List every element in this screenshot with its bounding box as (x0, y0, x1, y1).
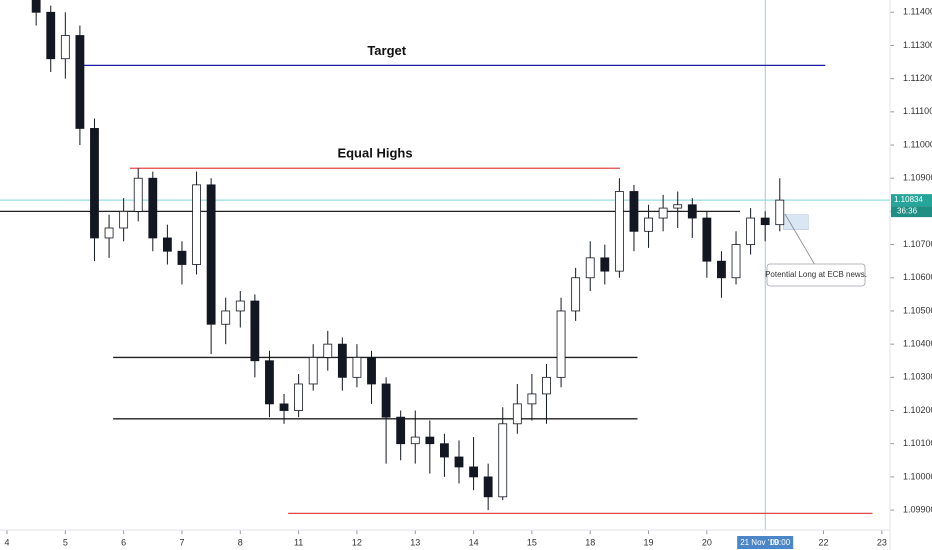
y-tick-label: 1.10500 (903, 305, 932, 315)
candle-body (162, 237, 172, 252)
crosshair-box (737, 536, 794, 549)
candle-body (192, 184, 201, 265)
candle-body (46, 11, 56, 60)
level-label: Target (367, 43, 406, 58)
candle-body (498, 423, 508, 498)
y-tick-label: 1.10600 (903, 272, 932, 282)
candle-body (308, 357, 318, 385)
x-tick-label: 6 (121, 537, 126, 547)
candle-body (600, 257, 610, 272)
x-tick-label: 13 (410, 537, 420, 547)
x-tick-label: 7 (179, 537, 184, 547)
x-tick-label: 19 (644, 537, 654, 547)
candle-body (527, 393, 537, 405)
candle-body (90, 128, 99, 239)
candle-body (337, 343, 347, 378)
candle-body (367, 357, 376, 385)
candle-body (294, 383, 304, 411)
y-tick-label: 1.10000 (903, 471, 932, 481)
y-tick-label: 1.09900 (903, 504, 932, 514)
candle-body (133, 177, 143, 212)
candle-body (702, 217, 712, 262)
candle-body (483, 476, 493, 498)
crosshair-time: 00:00 (770, 538, 791, 547)
candle-body (469, 466, 478, 478)
x-tick-label: 23 (877, 537, 887, 547)
x-tick-label: 8 (238, 537, 243, 547)
candle-body (746, 217, 756, 245)
candle-body (75, 35, 85, 129)
candle-body (687, 204, 697, 219)
x-tick-label: 20 (702, 537, 712, 547)
candle-body (644, 217, 653, 232)
last-price-box (891, 194, 932, 207)
candle-body (658, 207, 668, 219)
y-tick-label: 1.11300 (903, 40, 932, 50)
candle-body (512, 403, 522, 425)
x-tick-label: 15 (527, 537, 537, 547)
last-price-label: 1.10834 (894, 195, 923, 204)
y-tick-label: 1.11400 (903, 7, 932, 17)
x-tick-label: 11 (294, 537, 303, 547)
candle-body (177, 250, 187, 265)
candle-body (425, 436, 435, 445)
candle-body (614, 191, 624, 272)
y-tick-label: 1.11200 (903, 73, 932, 83)
candle-body (119, 211, 129, 229)
x-tick-label: 5 (63, 537, 68, 547)
level-label: Equal Highs (337, 146, 412, 161)
annotation: Potential Long at ECB news. (765, 270, 867, 279)
candle-body (206, 184, 216, 325)
candle-body (250, 300, 260, 362)
candle-body (673, 204, 683, 209)
candle-body (279, 403, 289, 411)
y-tick-label: 1.11100 (903, 106, 932, 116)
x-tick-label: 4 (4, 537, 9, 547)
y-tick-label: 1.10400 (903, 339, 932, 349)
candle-body (629, 191, 639, 232)
candle-body (440, 443, 449, 458)
candle-body (556, 310, 566, 378)
candle-body (104, 227, 114, 239)
candle-body (731, 244, 741, 279)
candle-body (396, 416, 406, 445)
candle-body (410, 436, 420, 445)
candle-body (60, 35, 70, 60)
candle-body (148, 177, 158, 239)
candle-body (352, 357, 362, 378)
annotation-box (766, 263, 866, 287)
crosshair-date: 21 Nov '19 (740, 538, 779, 547)
countdown: 36:36 (897, 207, 918, 216)
candle-body (235, 300, 245, 312)
y-tick-label: 1.10300 (903, 372, 932, 382)
candle-body (717, 260, 726, 279)
candle-body (454, 456, 464, 468)
countdown-box (891, 206, 932, 218)
x-tick-label: 18 (585, 537, 595, 547)
candle-body (31, 0, 41, 13)
candle-body (381, 383, 391, 418)
x-tick-label: 14 (469, 537, 479, 547)
candle-body (760, 217, 770, 226)
candle-body (265, 360, 274, 405)
y-tick-label: 1.11000 (903, 139, 932, 149)
candle-body (221, 310, 231, 325)
callout-line (784, 213, 816, 266)
y-tick-label: 1.10200 (903, 405, 932, 415)
x-tick-label: 22 (819, 537, 829, 547)
y-tick-label: 1.10100 (903, 438, 932, 448)
x-tick-label: 12 (352, 537, 362, 547)
candle-body (775, 199, 785, 226)
candle-body (571, 277, 581, 312)
y-tick-label: 1.10700 (903, 239, 932, 249)
y-tick-label: 1.10900 (903, 173, 932, 183)
candle-body (542, 376, 551, 395)
plot-area: Target Equal Highs (0, 0, 890, 530)
candle-body (585, 257, 595, 279)
candle-body (323, 343, 333, 358)
